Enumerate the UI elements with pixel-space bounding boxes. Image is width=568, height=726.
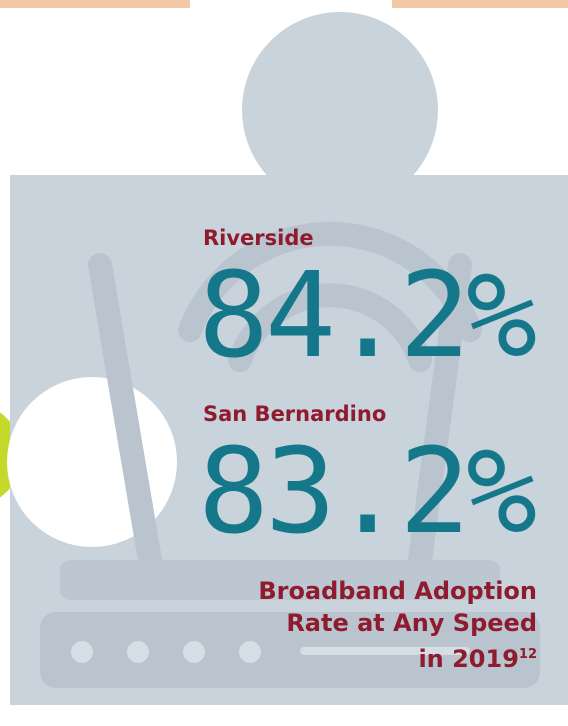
top-accent	[392, 0, 568, 8]
page: Riverside 84.2% San Bernardino 83.2% Bro…	[0, 0, 568, 726]
caption-line: in 201912	[258, 639, 537, 675]
caption-text: in 2019	[418, 645, 518, 673]
stat-value: 84.2%	[198, 256, 533, 374]
caption-line: Broadband Adoption	[258, 575, 537, 607]
footnote: 12	[519, 647, 537, 662]
stat-value: 83.2%	[198, 432, 533, 550]
top-accent	[0, 0, 190, 8]
caption-line: Rate at Any Speed	[258, 607, 537, 639]
caption: Broadband Adoption Rate at Any Speed in …	[258, 575, 537, 675]
